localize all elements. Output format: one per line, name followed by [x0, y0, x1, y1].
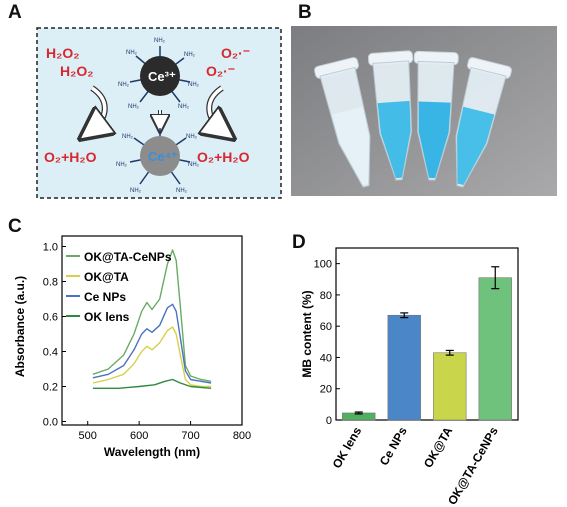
ligand-label: NH₂: [130, 188, 142, 194]
ligand-label: NH₂: [188, 82, 200, 88]
y-tick-label: 0.0: [43, 417, 58, 429]
panel-letter-d: D: [292, 232, 306, 253]
x-tick-label: Ce NPs: [377, 424, 410, 468]
ce3-nanoparticle: NH₂ NH₂ NH₂ NH₂ NH₂ NH₂ NH₂ Ce³⁺: [118, 38, 200, 110]
ligand-label: NH₂: [118, 82, 130, 88]
bar: [342, 412, 376, 421]
y-tick-label: 0.8: [43, 277, 58, 289]
panel-letter-c: C: [8, 216, 22, 237]
tube: [455, 57, 512, 188]
ligand-label: NH₂: [116, 162, 128, 168]
ligand-label: NH₂: [128, 104, 140, 110]
ligand-label: NH₂: [184, 52, 196, 58]
ce4-nanoparticle: NH₂ NH₂ NH₂ NH₂ NH₂ NH₂ Ce⁴⁺: [116, 128, 200, 194]
product-left: O₂+H₂O: [44, 149, 97, 165]
ligand-label: NH₂: [178, 104, 190, 110]
ce4-label: Ce⁴⁺: [148, 149, 178, 164]
ligand-label: NH₂: [126, 50, 138, 56]
ligand-label: NH₂: [186, 134, 198, 140]
left-curved-arrow: [90, 85, 108, 133]
ce3-label: Ce³⁺: [148, 69, 176, 84]
bar: [387, 314, 421, 421]
x-axis-label: Wavelength (nm): [104, 445, 200, 459]
x-tick-label: 500: [79, 430, 97, 442]
panel-letter-b: B: [298, 2, 312, 23]
y-axis-label: Absorbance (a.u.): [13, 276, 27, 377]
legend-entry: OK@TA-CeNPs: [84, 250, 172, 264]
x-tick-label: OK lens: [330, 424, 365, 471]
y-tick-label: 0.4: [43, 347, 58, 359]
y-tick-label: 80: [320, 290, 332, 302]
tube: [314, 57, 371, 188]
photo-background: [291, 26, 557, 196]
series-line: [92, 326, 212, 388]
series-line: [92, 249, 212, 382]
x-tick-label: 800: [233, 430, 251, 442]
tube-cap: [413, 50, 459, 66]
x-tick-label: OK@TA-CeNPs: [445, 424, 501, 507]
tube-cap: [467, 57, 512, 79]
tube-liquid: [377, 100, 411, 179]
superoxide-bottom: O₂·⁻: [206, 63, 235, 79]
y-tick-label: 1.0: [43, 242, 58, 254]
plot-frame: [61, 235, 243, 426]
product-right: O₂+H₂O: [197, 149, 250, 165]
x-tick-label: 700: [181, 430, 199, 442]
ligand-label: NH₂: [176, 188, 188, 194]
y-tick-label: 100: [314, 259, 332, 271]
series-line: [92, 378, 212, 389]
tube-body: [417, 60, 455, 181]
legend-entry: OK lens: [84, 310, 130, 324]
tube-body: [319, 66, 371, 188]
plot-frame: [335, 247, 519, 421]
ligand-label: NH₂: [154, 38, 166, 44]
legend-entry: Ce NPs: [84, 290, 126, 304]
legend-entry: OK@TA: [84, 270, 129, 284]
tube-body: [372, 60, 413, 181]
tube-cap: [314, 57, 359, 79]
panel-letter-a: A: [8, 2, 22, 23]
bar: [478, 277, 512, 421]
right-curved-arrow: [206, 85, 224, 133]
h2o2-top: H₂O₂: [46, 45, 79, 61]
superoxide-top: O₂·⁻: [221, 45, 250, 61]
x-tick-label: OK@TA: [421, 424, 456, 470]
y-tick-label: 0.6: [43, 312, 58, 324]
tube-group: [314, 50, 512, 188]
y-tick-label: 0.2: [43, 382, 58, 394]
tube-liquid: [457, 106, 495, 186]
y-tick-label: 20: [320, 384, 332, 396]
ligand-label: NH₂: [122, 134, 134, 140]
tube-body: [455, 66, 507, 188]
tube-cap: [367, 50, 414, 66]
x-tick-label: 600: [130, 430, 148, 442]
y-tick-label: 60: [320, 321, 332, 333]
y-tick-label: 40: [320, 352, 332, 364]
bar: [433, 352, 467, 421]
h2o2-bottom: H₂O₂: [60, 63, 93, 79]
tube-liquid: [418, 101, 451, 179]
series-line: [92, 303, 212, 384]
y-axis-label: MB content (%): [300, 290, 314, 377]
tube-liquid: [331, 106, 369, 186]
tube: [367, 50, 414, 181]
tube: [413, 50, 459, 181]
ligand-label: NH₂: [188, 162, 200, 168]
y-tick-label: 0: [326, 415, 332, 427]
schematic-box: [36, 27, 282, 199]
